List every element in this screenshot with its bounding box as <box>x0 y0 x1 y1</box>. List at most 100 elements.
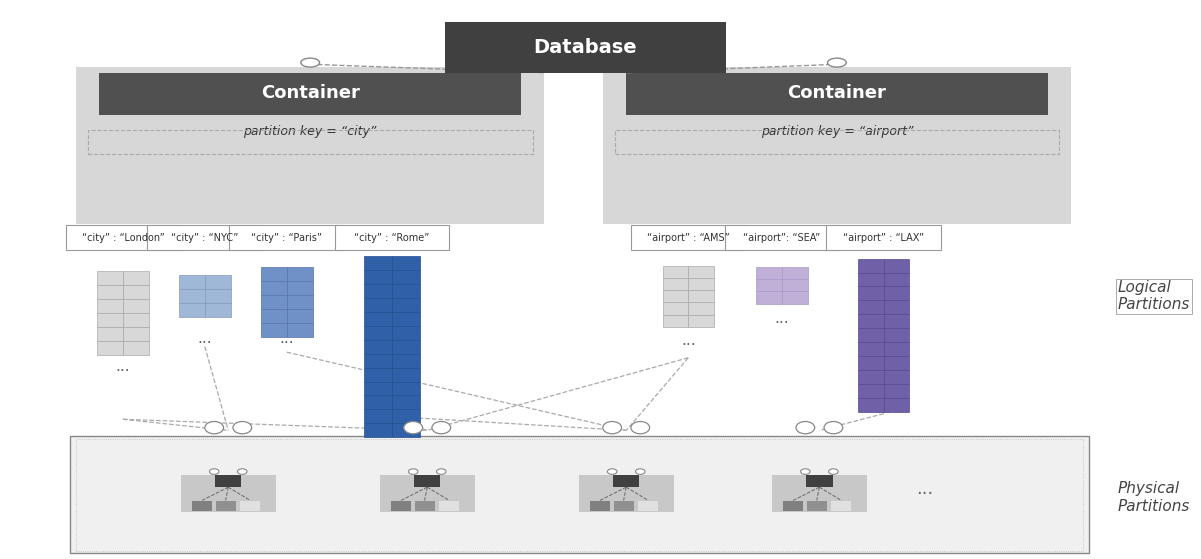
Text: “airport”: “SEA”: “airport”: “SEA” <box>743 233 820 243</box>
Bar <box>97 313 123 327</box>
Bar <box>100 73 521 115</box>
Bar <box>783 500 803 511</box>
Bar <box>97 341 123 355</box>
Ellipse shape <box>432 421 450 434</box>
Bar <box>205 290 231 303</box>
Ellipse shape <box>824 421 843 434</box>
Bar <box>364 283 392 297</box>
Bar <box>688 278 715 290</box>
Text: “city” : “Rome”: “city” : “Rome” <box>354 233 430 243</box>
Bar <box>884 398 909 413</box>
Text: ...: ... <box>280 331 294 345</box>
Bar <box>97 299 123 313</box>
Text: “city” : “Paris”: “city” : “Paris” <box>251 233 322 243</box>
Bar <box>603 67 1071 224</box>
Bar <box>261 309 287 323</box>
Bar <box>179 303 205 318</box>
Circle shape <box>827 58 847 67</box>
Bar <box>639 500 658 511</box>
Bar <box>123 327 149 341</box>
Ellipse shape <box>209 469 219 475</box>
Bar <box>205 303 231 318</box>
Bar <box>858 314 884 328</box>
Bar <box>688 266 715 278</box>
Bar <box>858 398 884 413</box>
Bar <box>884 342 909 357</box>
Text: partition key = “airport”: partition key = “airport” <box>760 125 913 138</box>
Ellipse shape <box>404 421 423 434</box>
Bar <box>205 276 231 290</box>
Bar <box>181 475 276 512</box>
Bar <box>364 424 392 437</box>
Bar <box>192 500 211 511</box>
Bar <box>392 325 420 339</box>
Bar <box>380 475 474 512</box>
Text: partition key = “city”: partition key = “city” <box>244 125 377 138</box>
Bar <box>179 276 205 290</box>
Bar <box>335 225 449 250</box>
Ellipse shape <box>603 421 622 434</box>
Bar <box>663 302 688 315</box>
Bar <box>392 283 420 297</box>
Ellipse shape <box>801 469 809 475</box>
Bar <box>884 314 909 328</box>
Bar <box>261 281 287 295</box>
Bar <box>392 255 420 269</box>
Bar <box>414 500 435 511</box>
Bar <box>858 357 884 370</box>
Bar <box>858 286 884 301</box>
Bar <box>884 301 909 314</box>
Bar <box>392 339 420 353</box>
Bar <box>444 22 725 73</box>
Bar <box>831 500 852 511</box>
Bar <box>614 500 634 511</box>
Bar <box>364 409 392 424</box>
Text: “airport” : “LAX”: “airport” : “LAX” <box>843 233 925 243</box>
Bar <box>261 267 287 281</box>
Bar <box>392 396 420 409</box>
Text: Container: Container <box>261 84 359 102</box>
Bar <box>392 368 420 381</box>
Text: “city” : “NYC”: “city” : “NYC” <box>172 233 239 243</box>
Bar <box>858 258 884 273</box>
Bar <box>757 291 782 304</box>
Bar <box>364 297 392 312</box>
Bar <box>579 475 674 512</box>
Bar <box>287 323 312 337</box>
Bar <box>76 67 544 224</box>
Bar <box>884 328 909 342</box>
Bar <box>364 269 392 284</box>
Text: Database: Database <box>533 38 637 57</box>
Bar <box>364 396 392 409</box>
Bar <box>97 271 123 285</box>
Bar <box>390 500 411 511</box>
Bar <box>123 299 149 313</box>
Bar <box>364 339 392 353</box>
Bar <box>364 353 392 368</box>
Bar <box>858 385 884 398</box>
Bar <box>757 279 782 291</box>
Bar <box>287 309 312 323</box>
Ellipse shape <box>436 469 446 475</box>
Ellipse shape <box>238 469 247 475</box>
Circle shape <box>300 58 319 67</box>
Bar <box>392 312 420 325</box>
Bar <box>364 325 392 339</box>
Bar <box>884 370 909 385</box>
Bar <box>858 370 884 385</box>
Ellipse shape <box>408 469 418 475</box>
Bar <box>615 130 1059 154</box>
Bar <box>782 267 807 279</box>
Bar <box>688 302 715 315</box>
Text: ...: ... <box>916 480 933 498</box>
Ellipse shape <box>829 469 838 475</box>
Bar <box>123 285 149 299</box>
Bar <box>287 295 312 309</box>
Bar <box>884 272 909 286</box>
Text: ...: ... <box>197 331 213 345</box>
Bar <box>287 267 312 281</box>
Bar <box>782 279 807 291</box>
Bar <box>392 269 420 284</box>
Bar <box>240 500 261 511</box>
Ellipse shape <box>608 469 617 475</box>
